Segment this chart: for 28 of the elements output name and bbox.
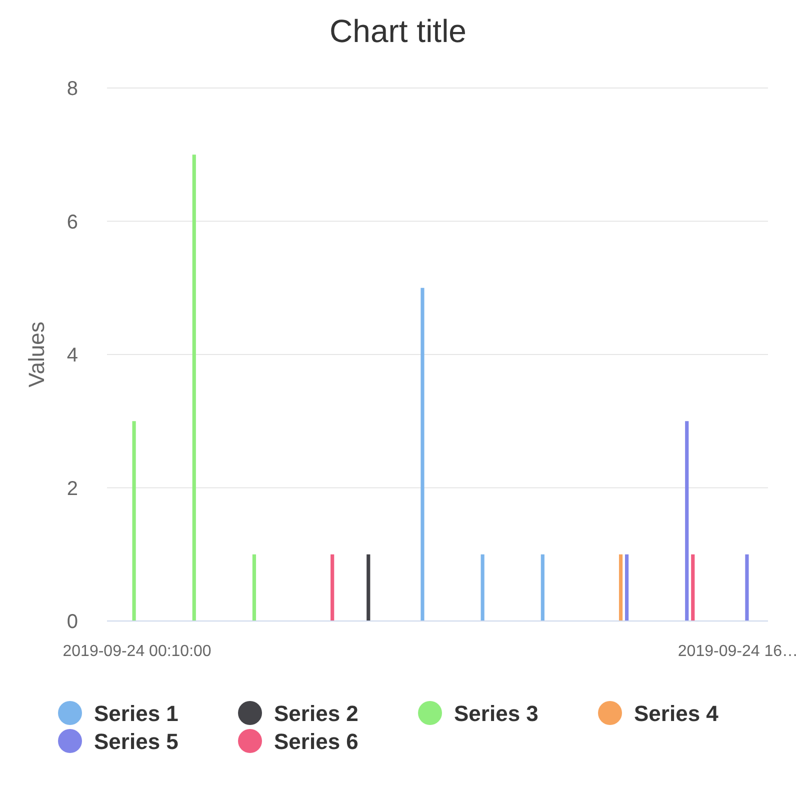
bar (252, 554, 256, 621)
bar (624, 554, 629, 621)
legend-label: Series 3 (454, 701, 538, 726)
bar (132, 421, 136, 621)
y-tick-label: 4 (66, 344, 78, 366)
y-tick-label: 0 (66, 611, 78, 633)
bar (745, 554, 749, 621)
y-tick-label: 6 (66, 211, 78, 234)
legend-label: Series 4 (634, 701, 720, 726)
bar (480, 554, 484, 621)
y-axis-title: Values (24, 322, 49, 388)
bar (330, 554, 334, 621)
legend-label: Series 5 (94, 729, 178, 754)
y-tick-label: 8 (66, 78, 78, 100)
bar (366, 554, 370, 621)
bar (691, 554, 695, 621)
bar (420, 288, 424, 621)
legend-label: Series 6 (274, 729, 358, 754)
x-tick-label: 2019-09-24 00:10:00 (62, 643, 212, 660)
legend-label: Series 1 (94, 701, 178, 726)
bar (540, 554, 544, 621)
bar (618, 554, 623, 621)
bar (192, 154, 196, 621)
y-tick-label: 2 (66, 478, 78, 500)
bar (685, 421, 689, 621)
legend-label: Series 2 (274, 701, 358, 726)
chart-title: Chart title (330, 13, 466, 49)
x-tick-label: 2019-09-24 16… (678, 643, 796, 660)
